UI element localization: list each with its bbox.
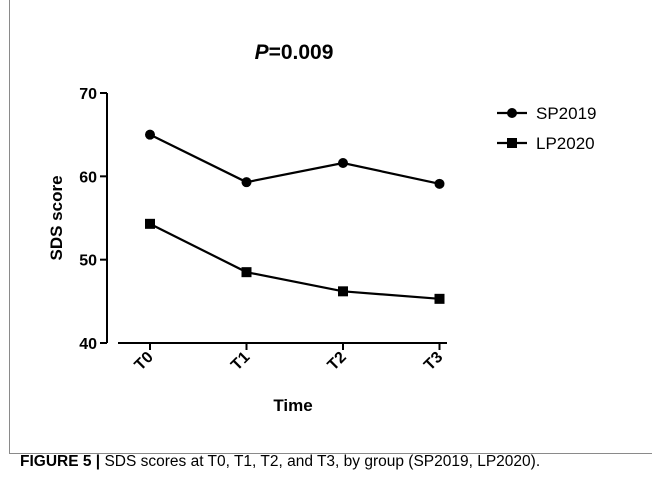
y-tick-label: 50 [79, 253, 97, 270]
series-layer [145, 129, 445, 304]
legend-marker [507, 138, 517, 148]
series-line [149, 222, 440, 300]
chart-title: P=0.009 [255, 41, 334, 64]
legend-entry: SP2019 [497, 104, 597, 123]
data-point [145, 218, 155, 229]
figure-frame [9, 0, 652, 454]
x-tick-label: T2 [325, 349, 350, 374]
y-tick-label: 40 [79, 336, 97, 353]
data-point [338, 158, 348, 168]
legend-label: LP2020 [536, 134, 595, 153]
data-point [241, 177, 252, 188]
series-lp2020 [145, 218, 445, 304]
y-tick-label: 70 [79, 86, 97, 103]
x-axis: T0 T1 T2 T3 [118, 342, 447, 374]
data-point [434, 293, 445, 304]
x-tick-label: T3 [421, 349, 446, 374]
data-point [145, 129, 155, 140]
data-point [241, 267, 252, 278]
y-axis: 40 50 60 70 [79, 86, 108, 353]
title-italic-p: P [255, 41, 270, 64]
caption-label: FIGURE 5 | [20, 453, 101, 470]
legend-marker [507, 108, 517, 118]
x-axis-label: Time [273, 396, 312, 415]
legend-label: SP2019 [536, 104, 597, 123]
line-chart: P=0.009 40 50 60 70 T0 T1 T2 T3 SDS score Time… [47, 41, 597, 415]
y-tick-label: 60 [79, 169, 97, 186]
legend: SP2019 LP2020 [497, 104, 597, 153]
data-point [434, 178, 445, 189]
series-sp2019 [145, 129, 445, 189]
series-line [149, 133, 440, 185]
legend-entry: LP2020 [497, 134, 595, 153]
x-tick-label: T1 [228, 349, 253, 374]
title-value: =0.009 [269, 41, 334, 64]
caption-text: SDS scores at T0, T1, T2, and T3, by gro… [100, 453, 541, 470]
y-axis-label: SDS score [47, 175, 66, 260]
figure-caption: FIGURE 5 | SDS scores at T0, T1, T2, and… [20, 452, 645, 472]
x-tick-label: T0 [132, 349, 157, 374]
data-point [338, 286, 348, 297]
